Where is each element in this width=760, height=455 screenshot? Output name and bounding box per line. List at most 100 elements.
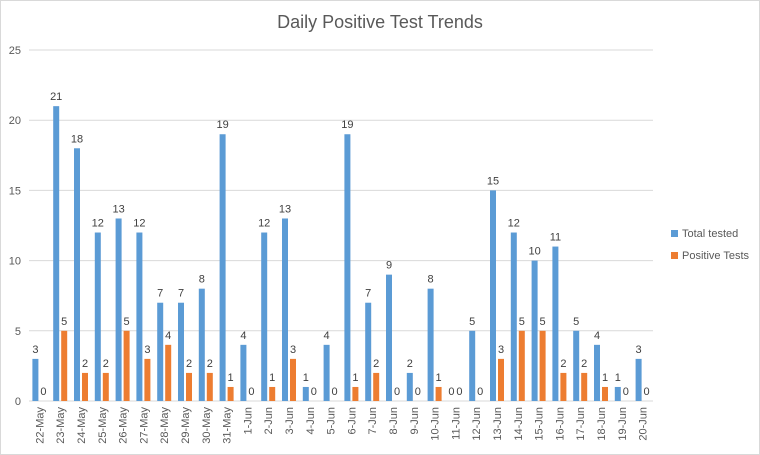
data-label-total-tested: 4 (594, 330, 600, 342)
data-label-total-tested: 12 (258, 218, 270, 230)
data-label-positive-tests: 0 (623, 386, 629, 398)
bar-positive-tests (123, 330, 130, 401)
data-label-total-tested: 7 (178, 288, 184, 300)
x-tick-label: 25-May (97, 407, 109, 444)
data-label-positive-tests: 5 (61, 316, 67, 328)
data-label-total-tested: 2 (407, 358, 413, 370)
bar-total-tested (427, 288, 434, 401)
data-label-positive-tests: 4 (165, 330, 171, 342)
bar-total-tested (115, 218, 122, 401)
data-label-total-tested: 19 (341, 119, 353, 131)
bar-total-tested (219, 134, 226, 402)
bar-total-tested (261, 232, 268, 401)
bar-positive-tests (602, 386, 608, 401)
bar-positive-tests (186, 372, 192, 401)
data-labels: 3021518212213512374728219140121133104019… (32, 91, 649, 398)
x-tick-label: 31-May (222, 407, 234, 444)
bar-positive-tests (165, 344, 172, 401)
data-label-total-tested: 5 (469, 316, 475, 328)
data-label-positive-tests: 5 (540, 316, 546, 328)
legend: Total tested Positive Tests (671, 228, 750, 262)
bar-positive-tests (581, 372, 588, 401)
bar-total-tested (552, 246, 559, 401)
x-axis-ticks: 22-May 23-May 24-May 25-May 26-May 27-May 28-M… (34, 407, 649, 444)
data-label-total-tested: 10 (528, 246, 540, 258)
bar-total-tested (178, 302, 184, 401)
bar-positive-tests (539, 330, 546, 401)
bar-total-tested (74, 148, 80, 401)
bar-positive-tests (518, 330, 525, 401)
x-tick-label: 5-Jun (326, 407, 338, 435)
x-tick-label: 19-Jun (617, 407, 629, 441)
x-tick-label: 17-Jun (575, 407, 587, 441)
bar-total-tested (386, 274, 392, 401)
data-label-total-tested: 15 (487, 175, 499, 187)
x-tick-label: 4-Jun (305, 407, 317, 435)
x-tick-label: 20-Jun (638, 407, 650, 441)
bar-positive-tests (102, 372, 109, 401)
data-label-positive-tests: 1 (602, 372, 608, 384)
data-label-positive-tests: 2 (560, 358, 566, 370)
data-label-positive-tests: 2 (581, 358, 587, 370)
x-tick-label: 23-May (55, 407, 67, 444)
data-label-positive-tests: 0 (40, 386, 46, 398)
legend-swatch-positive-tests (671, 252, 678, 259)
data-label-total-tested: 12 (508, 218, 520, 230)
data-label-total-tested: 21 (50, 91, 62, 103)
data-label-total-tested: 3 (32, 344, 38, 356)
legend-swatch-total-tested (671, 230, 678, 237)
data-label-total-tested: 0 (448, 386, 454, 398)
bar-total-tested (469, 330, 476, 401)
data-label-total-tested: 8 (199, 274, 205, 286)
data-label-total-tested: 13 (112, 203, 124, 215)
bar-positive-tests (560, 372, 567, 401)
y-tick-label: 10 (9, 256, 21, 268)
bar-total-tested (635, 358, 642, 401)
data-label-positive-tests: 0 (311, 386, 317, 398)
data-label-total-tested: 4 (324, 330, 330, 342)
x-tick-label: 2-Jun (263, 407, 275, 435)
legend-label-positive-tests: Positive Tests (682, 250, 750, 262)
x-tick-label: 13-Jun (492, 407, 504, 441)
x-tick-label: 9-Jun (409, 407, 421, 435)
x-tick-label: 12-Jun (471, 407, 483, 441)
bar-total-tested (594, 344, 600, 401)
bar-total-tested (323, 344, 330, 401)
data-label-positive-tests: 3 (498, 344, 504, 356)
data-label-positive-tests: 0 (644, 386, 650, 398)
data-label-total-tested: 3 (636, 344, 642, 356)
bar-total-tested (573, 330, 580, 401)
x-tick-label: 26-May (118, 407, 130, 444)
data-label-positive-tests: 3 (144, 344, 150, 356)
y-tick-label: 0 (15, 396, 21, 408)
bar-total-tested (240, 344, 247, 401)
bar-total-tested (198, 288, 205, 401)
x-tick-label: 15-Jun (534, 407, 546, 441)
x-tick-label: 30-May (201, 407, 213, 444)
bar-total-tested (406, 372, 413, 401)
data-label-total-tested: 12 (133, 218, 145, 230)
data-label-positive-tests: 0 (415, 386, 421, 398)
y-tick-label: 25 (9, 45, 21, 57)
x-tick-label: 24-May (76, 407, 88, 444)
y-tick-label: 5 (15, 326, 21, 338)
data-label-positive-tests: 2 (207, 358, 213, 370)
bar-total-tested (53, 106, 60, 401)
data-label-positive-tests: 2 (186, 358, 192, 370)
bar-positive-tests (61, 330, 68, 401)
bar-positive-tests (352, 386, 359, 401)
data-label-total-tested: 8 (428, 274, 434, 286)
y-axis-ticks: 0 5 10 15 20 25 (9, 45, 21, 408)
data-label-total-tested: 1 (303, 372, 309, 384)
bar-total-tested (302, 386, 309, 401)
data-label-positive-tests: 1 (228, 372, 234, 384)
data-label-total-tested: 11 (550, 232, 561, 244)
bar-positive-tests (144, 358, 151, 401)
data-label-total-tested: 18 (71, 133, 83, 145)
bar-total-tested (490, 190, 496, 401)
data-label-positive-tests: 2 (103, 358, 109, 370)
bar-total-tested (614, 386, 621, 401)
bar-positive-tests (269, 386, 276, 401)
x-tick-label: 22-May (34, 407, 46, 444)
data-label-positive-tests: 5 (519, 316, 525, 328)
